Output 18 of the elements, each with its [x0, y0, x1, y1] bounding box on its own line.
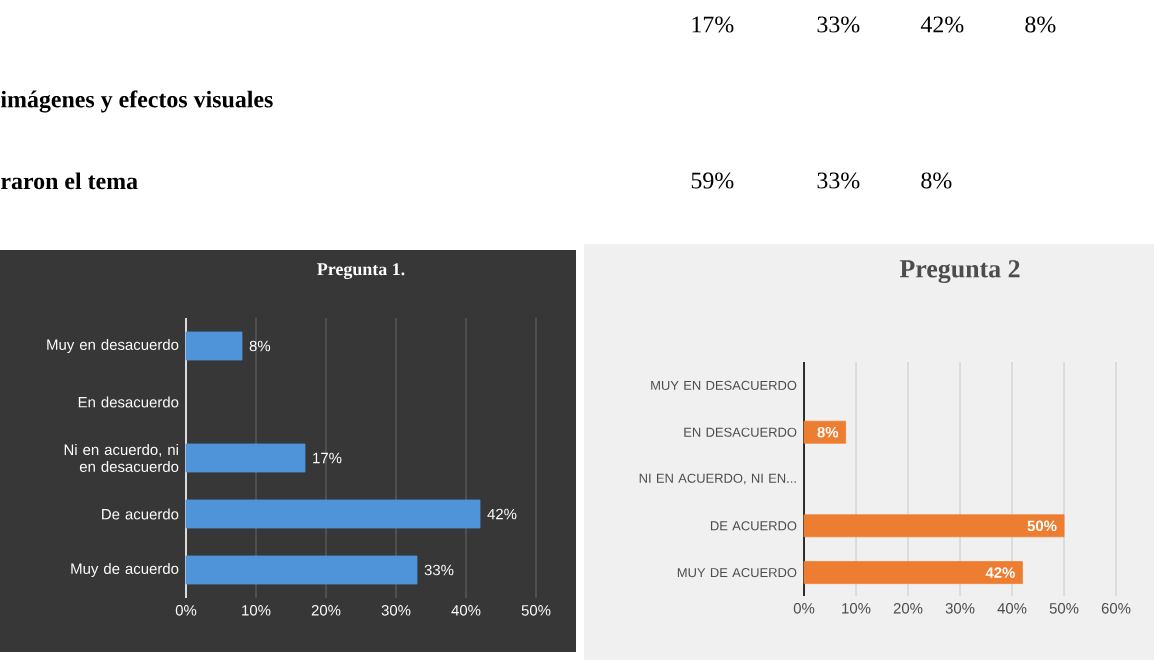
text: 17%	[692, 16, 734, 33]
bar	[185, 499, 481, 529]
text: 8%	[921, 172, 952, 189]
text: 42%	[920, 16, 964, 33]
bar	[803, 420, 847, 444]
text: 59%	[691, 172, 734, 189]
bar	[185, 443, 306, 473]
bar	[185, 331, 243, 361]
text: 8%	[1025, 16, 1056, 33]
chart-title: Pregunta 2	[899, 260, 1020, 284]
text: 33%	[817, 172, 860, 189]
chart-title: Pregunta 1.	[317, 263, 405, 280]
text: 33%	[817, 16, 860, 33]
bar	[803, 514, 1065, 538]
bar	[185, 555, 418, 585]
text: imágenes y efectos visuales	[0, 90, 273, 113]
text: raron el tema	[1, 172, 138, 190]
bar	[803, 561, 1023, 584]
